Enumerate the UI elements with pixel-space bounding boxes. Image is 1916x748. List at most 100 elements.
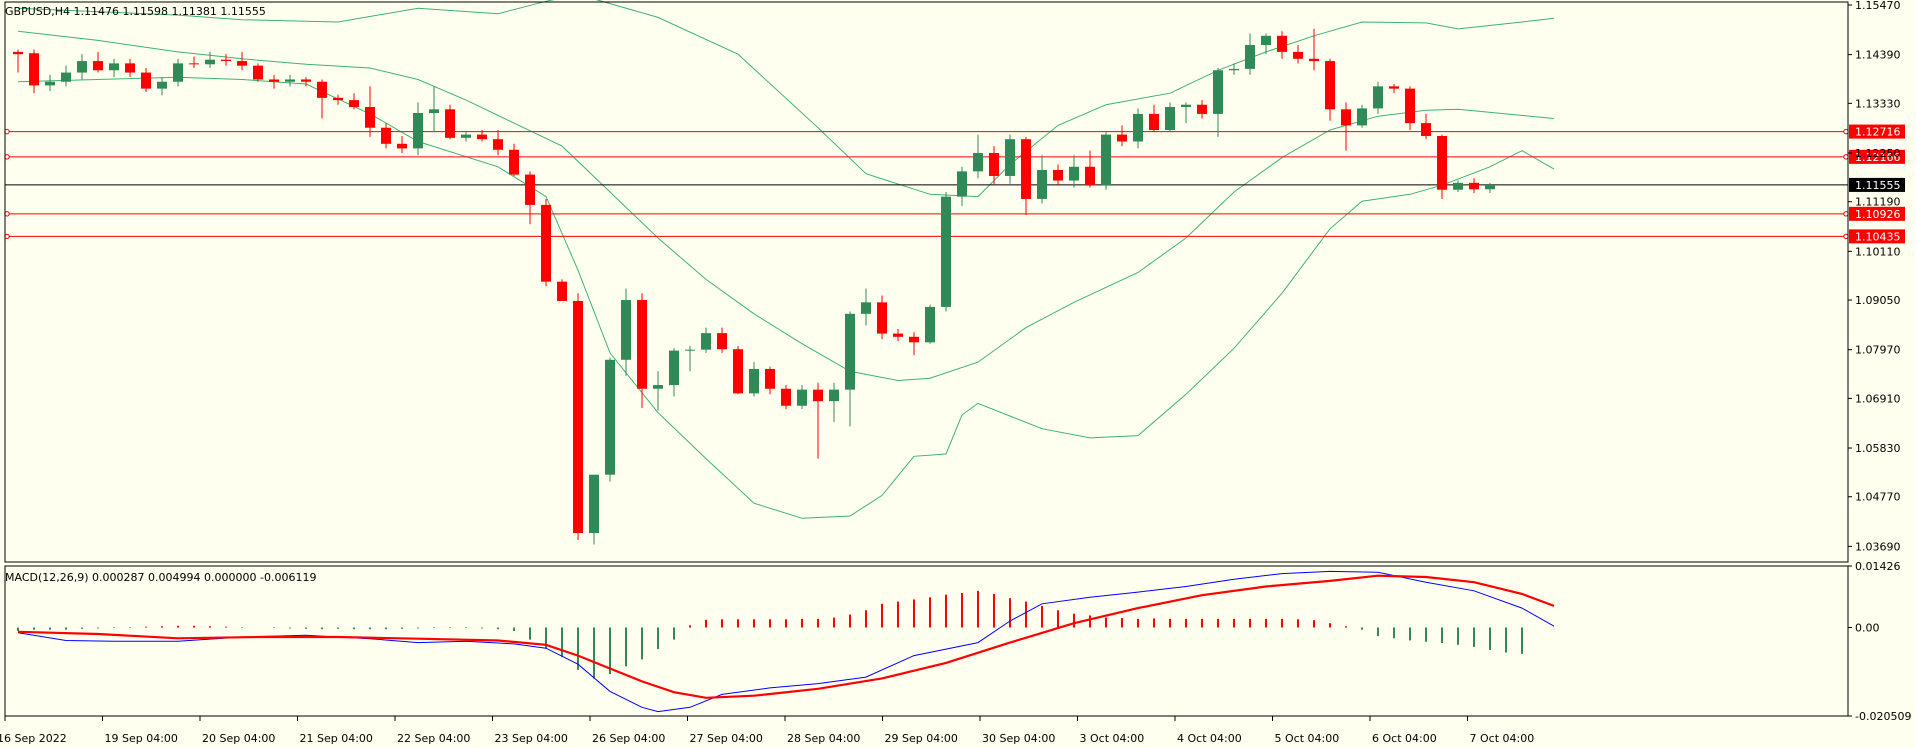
candle-body	[1149, 113, 1159, 131]
candle-body	[733, 349, 743, 394]
price-y-tick-label: 1.14390	[1855, 49, 1901, 62]
candle-body	[397, 143, 407, 149]
price-pane[interactable]: 1.12716 1.12166 1.10926 1.10435 1.11555	[4, 0, 1905, 545]
candle-body	[813, 389, 823, 402]
level-price-label: 1.10435	[1855, 230, 1901, 243]
price-y-tick-label: 1.09050	[1855, 294, 1901, 307]
candle-body	[989, 152, 999, 176]
level-price-label: 1.10926	[1855, 208, 1901, 221]
candle-body	[717, 333, 727, 350]
candle-body	[109, 63, 119, 71]
candle-body	[621, 300, 631, 360]
x-tick-label: 27 Sep 04:00	[690, 732, 763, 745]
x-tick-label: 28 Sep 04:00	[787, 732, 860, 745]
candle-body	[909, 336, 919, 343]
candle-body	[1245, 44, 1255, 69]
candle-body	[797, 389, 807, 406]
candle-body	[301, 79, 311, 82]
candle-body	[93, 61, 103, 71]
candle-body	[381, 127, 391, 144]
candle-body	[1389, 86, 1399, 89]
bollinger-upper-band	[17, 0, 1555, 198]
candle-body	[1053, 169, 1063, 181]
candle-body	[477, 134, 487, 140]
price-y-tick-label: 1.07970	[1855, 344, 1901, 357]
candle-body	[141, 72, 151, 89]
candle-body	[1021, 139, 1031, 199]
candle-body	[1101, 134, 1111, 186]
candle-body	[573, 300, 583, 534]
candle-body	[1309, 58, 1319, 62]
candle-body	[317, 81, 327, 98]
macd-y-tick-label: 0.00	[1855, 622, 1880, 635]
level-price-box	[1849, 149, 1905, 164]
candle-body	[29, 53, 39, 86]
candle-body	[781, 388, 791, 406]
x-tick-label: 6 Oct 04:00	[1372, 732, 1437, 745]
candle-body	[173, 63, 183, 82]
x-tick-label: 4 Oct 04:00	[1177, 732, 1242, 745]
candle-body	[877, 302, 887, 334]
candle-body	[653, 385, 663, 389]
candle-body	[333, 97, 343, 101]
x-tick-label: 23 Sep 04:00	[495, 732, 568, 745]
candle-body	[413, 112, 423, 149]
level-price-box	[1849, 229, 1905, 244]
candle-body	[221, 59, 231, 62]
candle-body	[701, 333, 711, 350]
x-tick-label: 5 Oct 04:00	[1275, 732, 1340, 745]
candle-body	[157, 81, 167, 89]
candle-body	[845, 313, 855, 390]
candle-body	[285, 79, 295, 82]
candle-body	[1181, 104, 1191, 108]
candle-body	[1229, 68, 1239, 71]
price-y-tick-label: 1.13330	[1855, 97, 1901, 110]
candle-body	[637, 300, 647, 389]
candle-body	[525, 174, 535, 205]
candle-body	[1085, 166, 1095, 186]
candle-body	[1261, 35, 1271, 45]
x-tick-label: 22 Sep 04:00	[397, 732, 470, 745]
candle-body	[1277, 35, 1287, 52]
candle-body	[1005, 139, 1015, 176]
candle-body	[1405, 88, 1415, 124]
candle-body	[509, 149, 519, 175]
candle-body	[1293, 51, 1303, 59]
price-y-tick-label: 1.03690	[1855, 540, 1901, 553]
candle-body	[253, 65, 263, 80]
candle-body	[1453, 182, 1463, 190]
candle-body	[1421, 123, 1431, 136]
candle-body	[61, 72, 71, 82]
candle-body	[557, 281, 567, 301]
price-y-tick-label: 1.15470	[1855, 0, 1901, 12]
x-tick-label: 21 Sep 04:00	[300, 732, 373, 745]
macd-header: MACD(12,26,9) 0.000287 0.004994 0.000000…	[5, 571, 316, 584]
candle-body	[45, 81, 55, 86]
price-y-tick-label: 1.12250	[1855, 147, 1901, 160]
macd-pane[interactable]	[17, 570, 1555, 713]
candle-body	[237, 61, 247, 66]
macd-y-tick-label: 0.01426	[1855, 560, 1901, 573]
candle-body	[1437, 135, 1447, 190]
bollinger-lower-band	[17, 76, 1555, 519]
candle-body	[1037, 169, 1047, 199]
candle-body	[589, 474, 599, 534]
candle-body	[925, 306, 935, 343]
candle-body	[605, 359, 615, 475]
candle-body	[1357, 108, 1367, 126]
candle-body	[1165, 107, 1175, 131]
candle-body	[445, 109, 455, 138]
price-y-tick-label: 1.11190	[1855, 196, 1901, 209]
candle-body	[429, 109, 439, 113]
candle-body	[765, 368, 775, 389]
current-price-box	[1849, 177, 1905, 192]
level-price-box	[1849, 124, 1905, 139]
symbol-header: GBPUSD,H4 1.11476 1.11598 1.11381 1.1155…	[5, 5, 266, 18]
candle-body	[1213, 70, 1223, 114]
candle-body	[541, 204, 551, 282]
x-tick-label: 30 Sep 04:00	[982, 732, 1055, 745]
price-y-tick-label: 1.10110	[1855, 245, 1901, 258]
